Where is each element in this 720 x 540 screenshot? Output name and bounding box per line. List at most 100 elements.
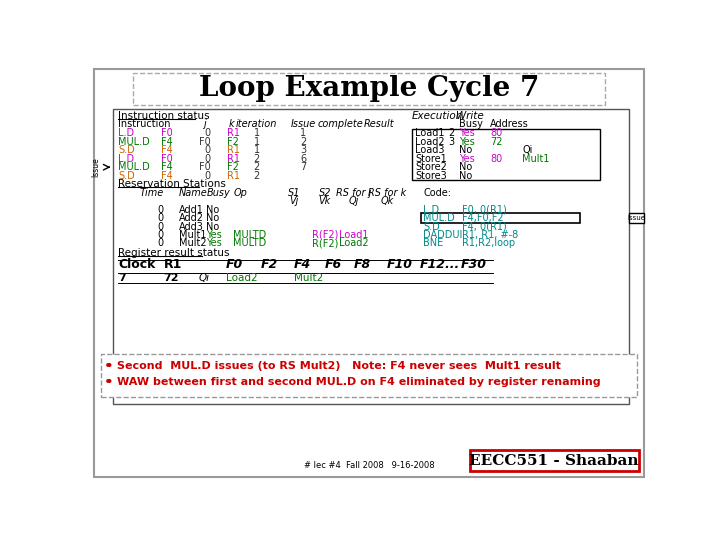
- Bar: [113, 110, 629, 403]
- Text: F0, 0(R1): F0, 0(R1): [462, 205, 507, 214]
- Text: Mult2: Mult2: [179, 239, 207, 248]
- Text: S.D: S.D: [118, 145, 135, 156]
- Text: Vj: Vj: [289, 196, 299, 206]
- Text: F0: F0: [225, 259, 243, 272]
- Text: R(F2): R(F2): [312, 239, 338, 248]
- Text: Yes: Yes: [459, 129, 474, 138]
- Text: Yes: Yes: [459, 137, 474, 147]
- Text: Instruction status: Instruction status: [118, 111, 210, 120]
- Text: S2: S2: [318, 187, 331, 198]
- Text: Add2: Add2: [179, 213, 204, 223]
- Text: 80: 80: [490, 129, 502, 138]
- Text: 0: 0: [158, 221, 163, 232]
- Text: R(F2): R(F2): [312, 230, 338, 240]
- Text: 0: 0: [158, 213, 163, 223]
- Text: MULTD: MULTD: [233, 239, 266, 248]
- Text: Qi: Qi: [199, 273, 210, 283]
- Text: 0: 0: [204, 171, 211, 181]
- Text: 0: 0: [204, 145, 211, 156]
- Text: # lec #4  Fall 2008   9-16-2008: # lec #4 Fall 2008 9-16-2008: [304, 461, 434, 470]
- Text: Issue: Issue: [290, 119, 316, 129]
- Bar: [101, 354, 637, 397]
- Text: 0: 0: [204, 129, 211, 138]
- Text: 1: 1: [253, 145, 260, 156]
- Text: Loop Example Cycle 7: Loop Example Cycle 7: [199, 75, 539, 102]
- Text: No: No: [206, 213, 220, 223]
- Text: S.D: S.D: [118, 171, 135, 181]
- Text: 2: 2: [253, 171, 260, 181]
- Text: Instruction: Instruction: [118, 119, 171, 129]
- Text: R1: R1: [228, 171, 240, 181]
- Text: 0: 0: [158, 230, 163, 240]
- Text: Code:: Code:: [423, 187, 451, 198]
- Text: iteration: iteration: [236, 119, 277, 129]
- Text: Result: Result: [364, 119, 395, 129]
- Text: No: No: [206, 205, 220, 214]
- Text: Yes: Yes: [206, 230, 222, 240]
- Text: F4: F4: [161, 145, 172, 156]
- Text: R1: R1: [228, 145, 240, 156]
- Text: F0: F0: [161, 154, 172, 164]
- Text: MUL.D: MUL.D: [118, 162, 150, 172]
- Text: Register result status: Register result status: [118, 248, 230, 258]
- Text: 1: 1: [253, 137, 260, 147]
- Text: F0: F0: [161, 129, 172, 138]
- Text: 80: 80: [490, 154, 502, 164]
- Text: • Second  MUL.D issues (to RS Mult2)   Note: F4 never sees  Mult1 result: • Second MUL.D issues (to RS Mult2) Note…: [106, 361, 560, 371]
- Text: EECC551 - Shaaban: EECC551 - Shaaban: [469, 454, 639, 468]
- Text: Mult1: Mult1: [523, 154, 550, 164]
- Text: 2: 2: [448, 129, 454, 138]
- Text: 72: 72: [490, 137, 503, 147]
- Text: 1: 1: [300, 129, 306, 138]
- Text: Write: Write: [456, 111, 484, 120]
- Bar: [132, 72, 606, 105]
- Text: Busy: Busy: [459, 119, 483, 129]
- Text: Vk: Vk: [319, 196, 331, 206]
- Text: Issue: Issue: [91, 157, 101, 177]
- Text: Load2: Load2: [225, 273, 257, 283]
- Text: Add3: Add3: [179, 221, 204, 232]
- Text: L.D: L.D: [118, 129, 134, 138]
- Text: MUL.D: MUL.D: [423, 213, 455, 223]
- Text: BNE: BNE: [423, 239, 444, 248]
- Text: k: k: [228, 119, 234, 129]
- Text: Qj: Qj: [348, 196, 359, 206]
- Text: R1: R1: [228, 154, 240, 164]
- Text: S1: S1: [287, 187, 300, 198]
- Text: F10: F10: [387, 259, 413, 272]
- Text: No: No: [459, 162, 472, 172]
- Text: Mult1: Mult1: [179, 230, 207, 240]
- Text: F12...: F12...: [419, 259, 459, 272]
- Text: F2: F2: [228, 137, 239, 147]
- Text: j: j: [203, 119, 206, 129]
- Text: No: No: [459, 145, 472, 156]
- Text: Time: Time: [140, 187, 163, 198]
- Text: 2: 2: [253, 162, 260, 172]
- Text: F4: F4: [161, 137, 172, 147]
- Text: F0: F0: [199, 137, 211, 147]
- Text: 0: 0: [204, 154, 211, 164]
- Text: 7: 7: [300, 162, 306, 172]
- Text: complete: complete: [318, 119, 363, 129]
- Text: F4: F4: [294, 259, 311, 272]
- Text: Issue: Issue: [627, 215, 645, 221]
- Text: •: •: [104, 359, 112, 373]
- Text: 3: 3: [300, 145, 306, 156]
- Text: F4,F0,F2: F4,F0,F2: [462, 213, 503, 223]
- Text: F4: F4: [161, 162, 172, 172]
- Text: • WAW between first and second MUL.D on F4 eliminated by register renaming: • WAW between first and second MUL.D on …: [106, 377, 600, 387]
- Text: MUL.D: MUL.D: [118, 137, 150, 147]
- Text: •: •: [104, 375, 112, 389]
- Text: Reservation Stations: Reservation Stations: [118, 179, 226, 189]
- Text: Execution: Execution: [412, 111, 463, 120]
- Text: 6: 6: [300, 154, 306, 164]
- Text: 1: 1: [253, 129, 260, 138]
- Text: F8: F8: [354, 259, 371, 272]
- Text: L.D: L.D: [118, 154, 134, 164]
- Text: Load2: Load2: [338, 239, 369, 248]
- Text: 7: 7: [118, 273, 126, 283]
- Text: Load3: Load3: [415, 145, 445, 156]
- Text: R1, R1, #-8: R1, R1, #-8: [462, 230, 518, 240]
- Text: F0: F0: [199, 162, 211, 172]
- Text: 2: 2: [300, 137, 306, 147]
